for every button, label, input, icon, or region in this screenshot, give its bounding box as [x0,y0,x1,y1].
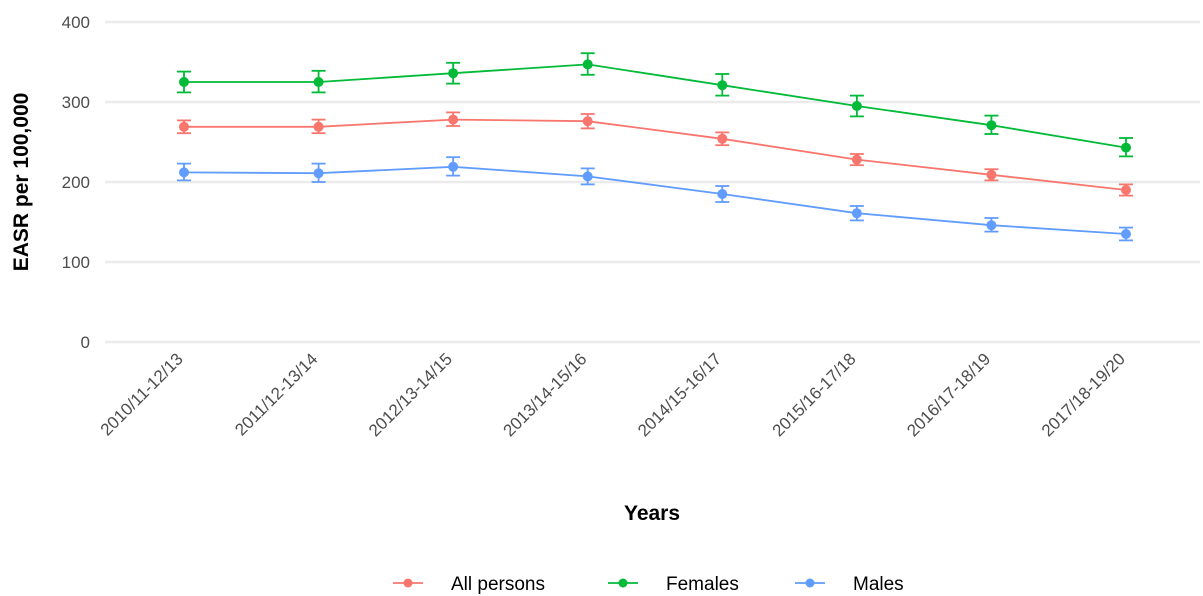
legend-item: All persons [393,574,545,595]
legend-key-point [805,578,815,588]
x-tick-label: 2014/15-16/17 [634,349,725,440]
data-point [717,133,728,144]
series-line [184,118,1127,191]
series-males [177,156,1133,242]
legend-item: Males [795,574,904,595]
legend-label: Females [666,574,739,595]
data-point [986,120,997,131]
data-point [179,121,189,132]
data-point [717,189,728,199]
legend: All persons Females Males [393,574,904,595]
legend-label: All persons [451,574,545,595]
data-point [582,171,593,182]
series-line [184,63,1127,149]
x-axis-title: Years [624,502,680,525]
data-point [448,114,459,125]
x-tick-label: 2016/17-18/19 [903,349,994,440]
data-point [582,59,593,70]
series-layer [177,52,1133,242]
data-point [986,220,997,231]
data-point [1121,229,1131,239]
x-tick-label: 2011/12-13/14 [231,349,321,439]
x-tick-label: 2013/14-15/16 [500,349,591,440]
data-point [986,169,997,180]
legend-label: Males [853,574,904,595]
data-point [1121,185,1131,195]
series-line [183,165,1127,235]
data-point [448,68,459,79]
data-point [313,77,324,87]
x-tick-label: 2012/13-14/15 [365,349,456,440]
data-point [313,121,324,132]
y-tick-label: 100 [62,253,90,272]
y-tick-label: 400 [62,13,90,32]
legend-item: Females [608,574,739,595]
data-point [179,77,189,87]
x-tick-label: 2015/16-17/18 [769,349,860,440]
x-tick-label: 2017/18-19/20 [1038,349,1129,440]
legend-key-point [403,578,413,588]
legend-key-point [618,578,628,588]
y-tick-label: 0 [81,333,90,352]
data-point [717,80,728,91]
data-point [448,161,459,172]
y-tick-label: 200 [62,173,90,192]
grid-lines [105,20,1200,344]
series-females [177,52,1133,158]
series-all-persons [177,111,1133,197]
x-tick-label: 2010/11-12/13 [97,349,187,439]
data-point [1121,142,1131,153]
data-point [851,154,862,165]
data-point [851,208,862,219]
y-tick-label: 300 [62,93,90,112]
data-point [851,101,862,111]
data-point [313,168,324,179]
data-point [179,167,189,178]
data-point [582,116,593,127]
x-axis-ticks: 2010/11-12/13 2011/12-13/14 2012/13-14/15 2… [97,349,1129,440]
y-axis-ticks: 0 100 200 300 400 [62,13,90,352]
y-axis-title: EASR per 100,000 [10,93,33,272]
